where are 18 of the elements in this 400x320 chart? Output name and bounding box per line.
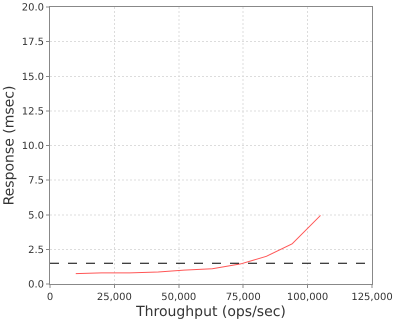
y-tick-label: 5.0	[28, 210, 44, 222]
x-axis-title: Throughput (ops/sec)	[135, 304, 286, 320]
x-tick-label: 75,000	[226, 292, 261, 303]
y-tick-label: 20.0	[22, 2, 44, 14]
y-tick-label: 15.0	[22, 72, 44, 83]
y-tick-label: 17.5	[22, 37, 44, 48]
x-tick-label: 0	[46, 292, 54, 303]
y-tick-label: 0.0	[28, 280, 44, 290]
y-tick-label: 12.5	[22, 106, 44, 118]
x-tick-label: 100,000	[286, 292, 328, 303]
y-axis-title: Response (msec)	[1, 86, 18, 206]
x-tick-label: 125,000	[351, 292, 393, 303]
x-tick-label: 25,000	[96, 292, 132, 303]
line-series	[75, 214, 321, 274]
y-tick-label: 7.5	[28, 176, 44, 187]
y-tick-label: 2.5	[28, 244, 44, 256]
x-tick-label: 50,000	[161, 292, 196, 303]
y-tick-label: 10.0	[22, 141, 44, 152]
